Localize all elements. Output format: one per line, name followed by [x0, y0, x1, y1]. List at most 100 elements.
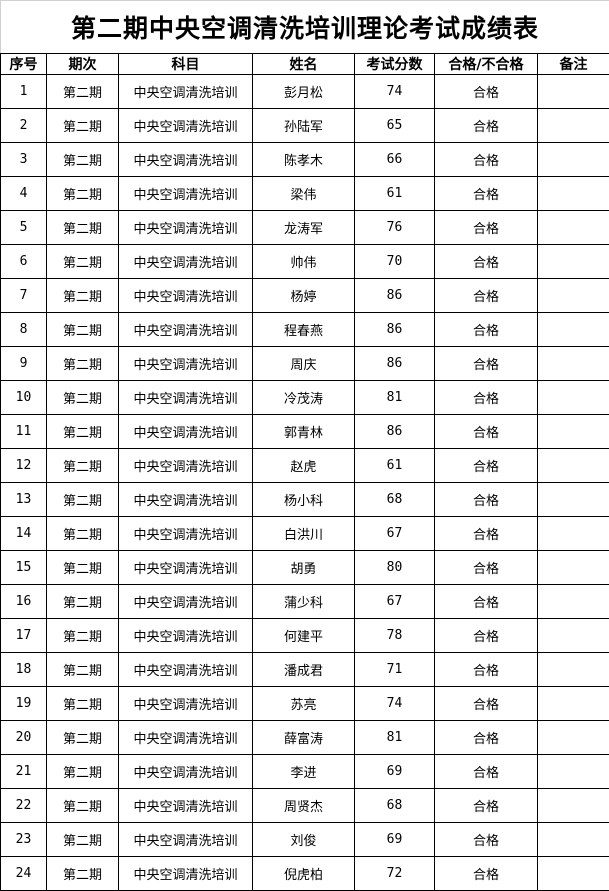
cell-seq: 15	[1, 551, 47, 585]
cell-score: 67	[355, 517, 435, 551]
cell-remark	[538, 381, 609, 415]
cell-score: 81	[355, 381, 435, 415]
cell-subject: 中央空调清洗培训	[119, 245, 253, 279]
cell-period: 第二期	[47, 823, 119, 857]
column-header-name: 姓名	[253, 54, 355, 75]
cell-subject: 中央空调清洗培训	[119, 755, 253, 789]
cell-score: 86	[355, 279, 435, 313]
cell-subject: 中央空调清洗培训	[119, 823, 253, 857]
cell-remark	[538, 755, 609, 789]
cell-period: 第二期	[47, 381, 119, 415]
cell-result: 合格	[435, 109, 538, 143]
cell-period: 第二期	[47, 687, 119, 721]
cell-name: 杨婷	[253, 279, 355, 313]
cell-score: 69	[355, 823, 435, 857]
cell-result: 合格	[435, 789, 538, 823]
cell-remark	[538, 517, 609, 551]
cell-remark	[538, 177, 609, 211]
cell-seq: 8	[1, 313, 47, 347]
cell-remark	[538, 551, 609, 585]
cell-period: 第二期	[47, 449, 119, 483]
cell-result: 合格	[435, 585, 538, 619]
cell-remark	[538, 585, 609, 619]
cell-result: 合格	[435, 721, 538, 755]
cell-score: 81	[355, 721, 435, 755]
cell-name: 周庆	[253, 347, 355, 381]
cell-seq: 14	[1, 517, 47, 551]
cell-name: 孙陆军	[253, 109, 355, 143]
cell-subject: 中央空调清洗培训	[119, 177, 253, 211]
cell-remark	[538, 857, 609, 891]
cell-score: 86	[355, 415, 435, 449]
cell-name: 程春燕	[253, 313, 355, 347]
cell-result: 合格	[435, 551, 538, 585]
cell-score: 86	[355, 313, 435, 347]
cell-remark	[538, 109, 609, 143]
cell-seq: 6	[1, 245, 47, 279]
cell-result: 合格	[435, 857, 538, 891]
cell-period: 第二期	[47, 721, 119, 755]
cell-remark	[538, 619, 609, 653]
cell-score: 86	[355, 347, 435, 381]
cell-remark	[538, 653, 609, 687]
cell-name: 何建平	[253, 619, 355, 653]
cell-period: 第二期	[47, 245, 119, 279]
cell-subject: 中央空调清洗培训	[119, 143, 253, 177]
cell-remark	[538, 211, 609, 245]
cell-period: 第二期	[47, 143, 119, 177]
cell-period: 第二期	[47, 551, 119, 585]
cell-remark	[538, 721, 609, 755]
cell-period: 第二期	[47, 211, 119, 245]
cell-name: 白洪川	[253, 517, 355, 551]
cell-result: 合格	[435, 245, 538, 279]
cell-subject: 中央空调清洗培训	[119, 857, 253, 891]
cell-subject: 中央空调清洗培训	[119, 687, 253, 721]
cell-subject: 中央空调清洗培训	[119, 789, 253, 823]
cell-result: 合格	[435, 143, 538, 177]
cell-score: 67	[355, 585, 435, 619]
cell-name: 蒲少科	[253, 585, 355, 619]
cell-seq: 10	[1, 381, 47, 415]
cell-name: 郭青林	[253, 415, 355, 449]
cell-seq: 2	[1, 109, 47, 143]
cell-name: 周贤杰	[253, 789, 355, 823]
cell-name: 冷茂涛	[253, 381, 355, 415]
cell-period: 第二期	[47, 313, 119, 347]
cell-result: 合格	[435, 313, 538, 347]
cell-name: 赵虎	[253, 449, 355, 483]
cell-seq: 16	[1, 585, 47, 619]
cell-seq: 12	[1, 449, 47, 483]
cell-seq: 22	[1, 789, 47, 823]
cell-remark	[538, 449, 609, 483]
cell-result: 合格	[435, 483, 538, 517]
cell-seq: 7	[1, 279, 47, 313]
cell-result: 合格	[435, 177, 538, 211]
cell-score: 71	[355, 653, 435, 687]
cell-name: 薛富涛	[253, 721, 355, 755]
cell-result: 合格	[435, 415, 538, 449]
header-row: 序号期次科目姓名考试分数合格/不合格备注	[1, 54, 609, 75]
cell-period: 第二期	[47, 177, 119, 211]
cell-score: 68	[355, 483, 435, 517]
cell-seq: 20	[1, 721, 47, 755]
cell-period: 第二期	[47, 653, 119, 687]
cell-period: 第二期	[47, 619, 119, 653]
cell-result: 合格	[435, 755, 538, 789]
cell-subject: 中央空调清洗培训	[119, 109, 253, 143]
cell-result: 合格	[435, 687, 538, 721]
document-title: 第二期中央空调清洗培训理论考试成绩表	[0, 0, 609, 53]
cell-remark	[538, 75, 609, 109]
